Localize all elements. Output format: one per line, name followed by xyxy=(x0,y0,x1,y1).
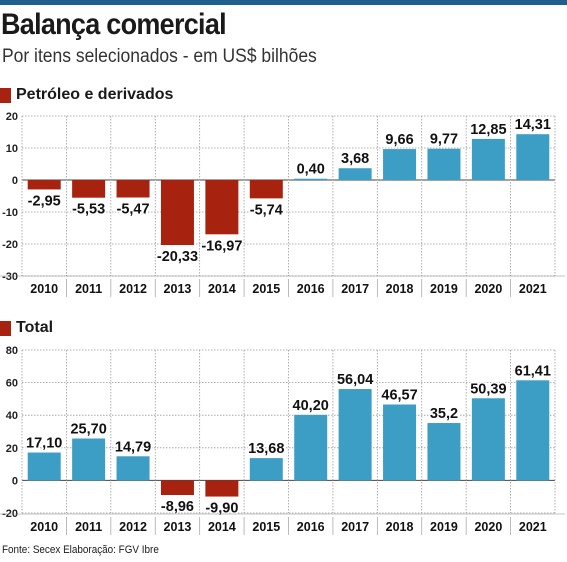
total-bar-2019 xyxy=(427,423,461,481)
petroleo-value-label-2015: -5,74 xyxy=(250,202,283,218)
petroleo-bar-2017 xyxy=(338,168,372,180)
total-x-label-2020: 2020 xyxy=(474,520,502,534)
petroleo-bar-2013 xyxy=(160,180,194,246)
total-bar-2013 xyxy=(160,480,194,496)
petroleo-x-label-2011: 2011 xyxy=(75,282,102,296)
total-bar-2016 xyxy=(294,414,328,481)
legend-petroleo: Petróleo e derivados xyxy=(0,85,173,105)
petroleo-bar-2016 xyxy=(294,178,328,180)
total-value-label-2016: 40,20 xyxy=(293,398,329,414)
petroleo-value-label-2011: -5,53 xyxy=(72,202,105,218)
total-value-label-2012: 14,79 xyxy=(115,439,151,455)
legend-label-total: Total xyxy=(16,319,54,336)
petroleo-x-label-2010: 2010 xyxy=(30,282,58,296)
legend-label-petroleo: Petróleo e derivados xyxy=(16,86,174,103)
total-x-label-2016: 2016 xyxy=(297,520,325,534)
chart-total: 80 60 40 20 0 -20 17,10 25,70 14,79 -8,96 -9,90 13,… xyxy=(0,338,567,538)
petroleo-ytick-label: 0 xyxy=(12,175,18,187)
total-bar-2014 xyxy=(205,480,239,497)
total-x-label-2017: 2017 xyxy=(341,520,369,534)
top-rule xyxy=(0,0,567,5)
petroleo-bar-2011 xyxy=(72,180,106,198)
petroleo-bar-2018 xyxy=(383,149,417,180)
petroleo-bar-2020 xyxy=(471,138,505,180)
total-x-label-2012: 2012 xyxy=(119,520,147,534)
petroleo-x-label-2016: 2016 xyxy=(297,282,325,296)
petroleo-x-label-2017: 2017 xyxy=(341,282,369,296)
petroleo-value-label-2016: 0,40 xyxy=(297,162,325,178)
petroleo-ytick-label: -30 xyxy=(2,271,18,283)
petroleo-value-label-2017: 3,68 xyxy=(341,151,369,167)
petroleo-x-label-2012: 2012 xyxy=(119,282,147,296)
total-value-label-2015: 13,68 xyxy=(248,441,284,457)
petroleo-x-label-2018: 2018 xyxy=(386,282,414,296)
petroleo-x-label-2015: 2015 xyxy=(252,282,280,296)
petroleo-bar-2010 xyxy=(27,180,61,190)
total-bar-2011 xyxy=(72,438,106,481)
total-x-label-2013: 2013 xyxy=(164,520,192,534)
petroleo-value-label-2021: 14,31 xyxy=(515,117,551,133)
petroleo-x-label-2013: 2013 xyxy=(164,282,192,296)
total-bar-2010 xyxy=(27,452,61,481)
total-value-label-2018: 46,57 xyxy=(381,387,417,403)
total-ytick-label: 20 xyxy=(6,443,18,455)
total-value-label-2014: -9,90 xyxy=(205,501,238,517)
petroleo-value-label-2018: 9,66 xyxy=(385,132,413,148)
petroleo-bar-2014 xyxy=(205,180,239,235)
legend-swatch-total xyxy=(0,320,11,336)
total-x-label-2011: 2011 xyxy=(75,520,102,534)
total-x-label-2018: 2018 xyxy=(386,520,414,534)
petroleo-bar-2019 xyxy=(427,148,461,180)
petroleo-x-label-2019: 2019 xyxy=(430,282,458,296)
total-value-label-2011: 25,70 xyxy=(70,422,106,438)
total-bar-2021 xyxy=(516,380,550,481)
legend-total: Total xyxy=(0,318,53,338)
total-x-label-2015: 2015 xyxy=(252,520,280,534)
petroleo-value-label-2012: -5,47 xyxy=(117,202,150,218)
total-x-label-2010: 2010 xyxy=(30,520,58,534)
total-value-label-2020: 50,39 xyxy=(470,381,506,397)
total-value-label-2019: 35,2 xyxy=(430,406,458,422)
petroleo-value-label-2019: 9,77 xyxy=(430,132,458,148)
petroleo-bar-2012 xyxy=(116,180,150,198)
total-ytick-label: 40 xyxy=(6,410,18,422)
petroleo-bar-2015 xyxy=(249,180,283,199)
chart-petroleo: 20 10 0 -10 -20 -30 -2,95 -5,53 -5,47 -20,33 -16,9… xyxy=(0,106,567,300)
petroleo-ytick-label: 20 xyxy=(6,111,18,123)
petroleo-value-label-2020: 12,85 xyxy=(470,122,506,138)
petroleo-x-label-2020: 2020 xyxy=(474,282,502,296)
total-bar-2015 xyxy=(249,458,283,481)
petroleo-x-label-2014: 2014 xyxy=(208,282,236,296)
total-ytick-label: 80 xyxy=(6,345,18,357)
petroleo-ytick-label: 10 xyxy=(6,143,18,155)
petroleo-value-label-2014: -16,97 xyxy=(201,238,242,254)
legend-swatch-petroleo xyxy=(0,87,11,103)
total-bar-2017 xyxy=(338,389,372,481)
total-value-label-2013: -8,96 xyxy=(161,499,194,515)
chart-subtitle: Por itens selecionados - em US$ bilhões xyxy=(2,46,317,67)
petroleo-bar-2021 xyxy=(516,134,550,180)
total-ytick-label: 0 xyxy=(12,475,18,487)
petroleo-ytick-label: -20 xyxy=(2,239,18,251)
total-value-label-2010: 17,10 xyxy=(26,436,62,452)
total-x-label-2021: 2021 xyxy=(519,520,547,534)
petroleo-x-label-2021: 2021 xyxy=(519,282,547,296)
total-ytick-label: 60 xyxy=(6,378,18,390)
petroleo-ytick-label: -10 xyxy=(2,207,18,219)
petroleo-value-label-2010: -2,95 xyxy=(28,193,61,209)
total-x-label-2014: 2014 xyxy=(208,520,236,534)
total-x-label-2019: 2019 xyxy=(430,520,458,534)
total-bar-2012 xyxy=(116,456,150,481)
source-note: Fonte: Secex Elaboração: FGV Ibre xyxy=(2,544,159,556)
chart-title: Balança comercial xyxy=(1,8,227,41)
petroleo-value-label-2013: -20,33 xyxy=(157,249,198,265)
total-bar-2018 xyxy=(383,404,417,481)
total-value-label-2017: 56,04 xyxy=(337,372,373,388)
total-value-label-2021: 61,41 xyxy=(515,363,551,379)
total-bar-2020 xyxy=(471,398,505,481)
